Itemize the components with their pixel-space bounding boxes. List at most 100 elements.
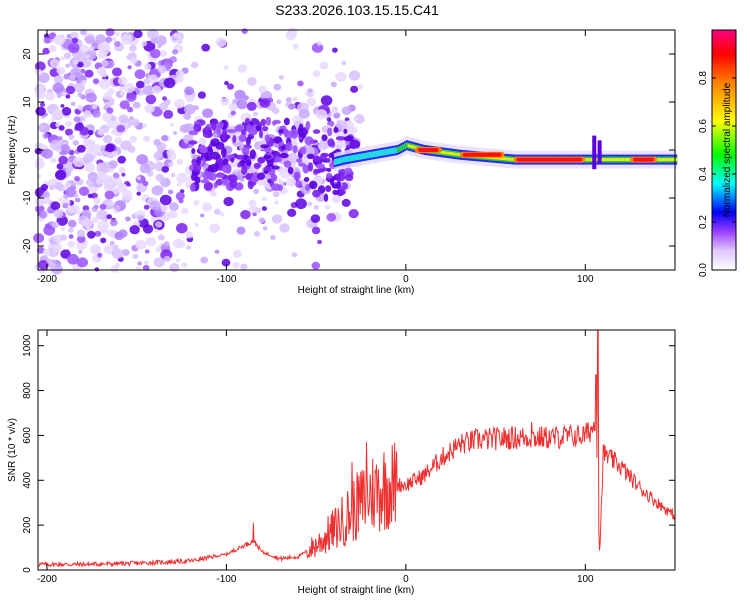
spectral-blob <box>97 128 106 136</box>
spectral-blob <box>194 222 200 227</box>
spectral-blob <box>142 85 155 96</box>
spectral-blob <box>298 108 310 119</box>
spectral-blob <box>141 41 148 47</box>
spectral-blob <box>211 121 217 131</box>
spectral-blob <box>292 96 298 102</box>
spectral-blob <box>273 119 281 125</box>
colorbar-tick-label: 0.6 <box>698 119 709 133</box>
spectral-blob <box>295 180 303 188</box>
spectral-blob <box>73 116 81 123</box>
hot-segment-core <box>417 148 439 152</box>
spectral-blob <box>271 214 283 224</box>
colorbar-tick-label: 0.2 <box>698 215 709 229</box>
spectral-blob <box>105 36 113 43</box>
ridge-center <box>666 158 669 162</box>
x-tick-label: 100 <box>577 274 594 285</box>
snr-ylabel: SNR (10 * v/v) <box>7 418 18 482</box>
ridge-core <box>339 157 342 164</box>
spectral-blob <box>336 180 342 190</box>
spectral-blob <box>248 199 257 207</box>
spectral-blob <box>37 72 50 83</box>
spectral-blob <box>116 124 126 133</box>
spectral-blob <box>87 230 96 239</box>
spectral-blob <box>325 185 332 191</box>
spectral-blob <box>159 50 167 57</box>
spectral-blob <box>74 210 79 215</box>
y-tick-label: 0 <box>22 147 33 153</box>
spectral-blob <box>174 98 185 109</box>
hot-segment-core <box>462 152 502 157</box>
spectral-blob <box>212 133 218 138</box>
spectral-blob <box>353 116 359 122</box>
colorbar-tick-label: 0.4 <box>698 167 709 181</box>
spectral-blob <box>271 165 280 170</box>
spectral-blob <box>198 138 207 146</box>
spectral-blob <box>349 139 361 150</box>
spectral-blob <box>142 224 154 234</box>
spectral-blob <box>137 214 144 221</box>
spectral-blob <box>228 103 238 111</box>
spectral-blob <box>293 171 301 181</box>
spectral-blob <box>200 179 210 184</box>
x-tick-label: 100 <box>577 574 594 585</box>
spectral-blob <box>114 231 124 241</box>
y-tick-label: 400 <box>22 472 33 489</box>
spectral-blob <box>173 32 180 39</box>
spectral-blob <box>179 124 190 133</box>
spectral-blob <box>287 208 297 217</box>
spectral-blob <box>101 228 108 234</box>
spectral-blob <box>115 205 121 210</box>
ridge-core <box>391 147 394 154</box>
spectral-blob <box>241 129 247 136</box>
spectral-blob <box>200 147 208 154</box>
spectral-blob <box>142 180 149 187</box>
spectral-blob <box>94 267 100 272</box>
spectral-blob <box>328 152 334 159</box>
spectral-blob <box>282 128 289 137</box>
spectral-blob <box>80 79 87 86</box>
spectral-blob <box>170 172 176 178</box>
spectral-blob <box>108 201 114 207</box>
spectral-blob <box>274 200 279 205</box>
ridge-center <box>454 152 457 156</box>
y-tick-label: 1000 <box>22 334 33 357</box>
spectral-blob <box>93 197 101 205</box>
ridge-center <box>617 158 620 162</box>
spectral-blob <box>256 172 266 180</box>
spectral-blob <box>287 166 294 175</box>
spectral-blob <box>258 217 266 224</box>
spectral-blob <box>221 131 228 141</box>
ridge-center <box>671 158 674 162</box>
spectral-blob <box>232 262 240 269</box>
ridge-center <box>439 150 443 154</box>
y-tick-label: 800 <box>22 382 33 399</box>
spectral-blob <box>50 139 62 151</box>
spectral-blob <box>234 125 244 132</box>
spectral-blob <box>67 42 80 54</box>
x-tick-label: -200 <box>37 274 57 285</box>
spectral-blob <box>193 123 202 132</box>
spectral-blob <box>215 178 223 186</box>
spectral-blob <box>74 176 80 182</box>
spectral-blob <box>200 256 209 264</box>
spectral-blob <box>315 163 326 169</box>
spectral-blob <box>232 249 242 259</box>
spectrogram-xlabel: Height of straight line (km) <box>298 285 415 296</box>
spectral-blob <box>224 80 229 86</box>
spectral-blob <box>159 194 172 206</box>
ridge-center <box>605 158 608 162</box>
spectral-blob <box>220 97 230 106</box>
spectral-blob <box>307 162 314 172</box>
spectral-blob <box>118 167 126 174</box>
spectral-blob <box>330 81 337 88</box>
spectral-blob <box>53 209 64 219</box>
ridge-center <box>608 158 611 162</box>
spectral-blob <box>184 104 196 115</box>
spectral-blob <box>299 133 307 138</box>
spectral-blob <box>306 153 315 159</box>
spectral-blob <box>135 239 147 250</box>
spectral-blob <box>58 155 68 165</box>
ridge-center <box>587 158 590 162</box>
spectral-blob <box>136 266 141 271</box>
